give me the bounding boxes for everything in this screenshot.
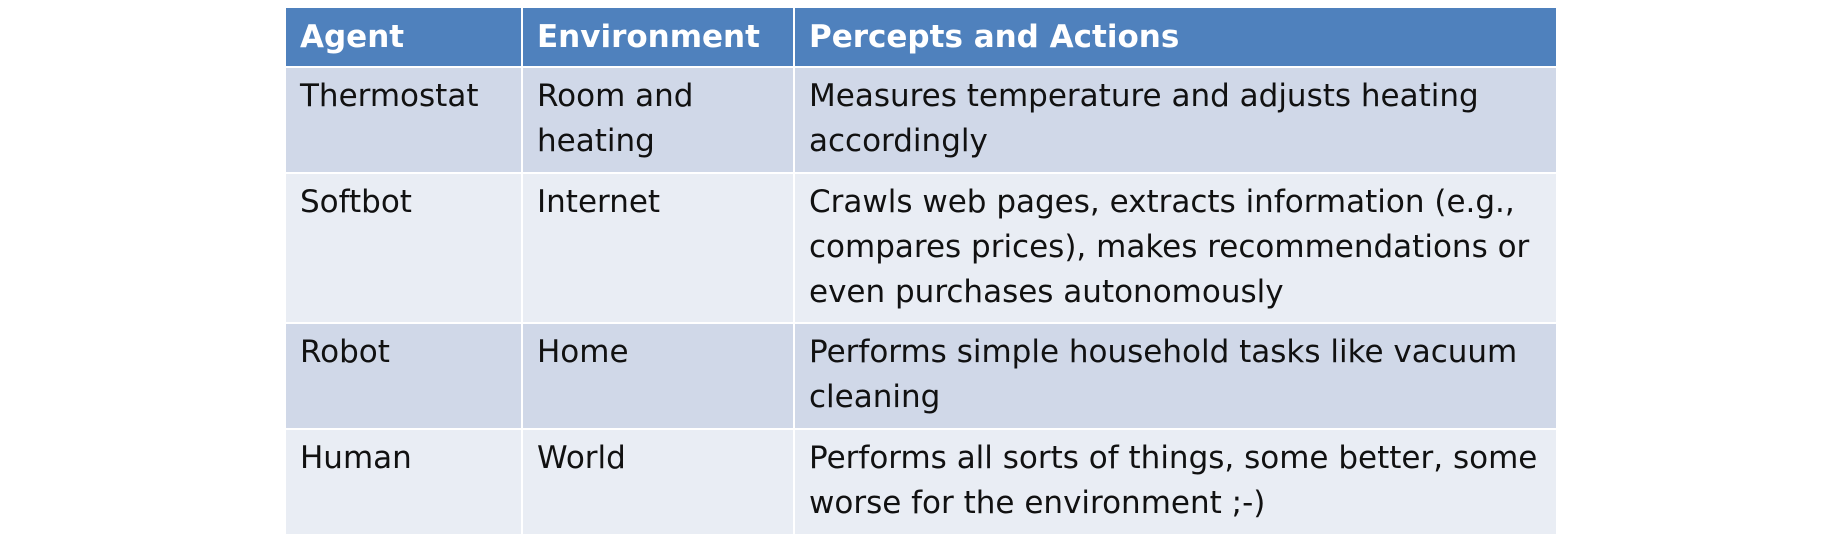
cell-percepts-and-actions: Crawls web pages, extracts information (…: [793, 172, 1558, 324]
cell-percepts-and-actions: Performs all sorts of things, some bette…: [793, 428, 1558, 536]
cell-environment: World: [521, 428, 795, 536]
cell-agent: Thermostat: [284, 66, 523, 174]
cell-agent: Human: [284, 428, 523, 536]
cell-environment: Home: [521, 322, 795, 430]
table-row: Robot Home Performs simple household tas…: [284, 322, 1558, 430]
header-environment: Environment: [521, 6, 795, 68]
agents-table: Agent Environment Percepts and Actions T…: [284, 6, 1558, 536]
table-row: Thermostat Room and heating Measures tem…: [284, 66, 1558, 174]
cell-percepts-and-actions: Measures temperature and adjusts heating…: [793, 66, 1558, 174]
table-row: Softbot Internet Crawls web pages, extra…: [284, 172, 1558, 324]
header-percepts-and-actions: Percepts and Actions: [793, 6, 1558, 68]
cell-agent: Robot: [284, 322, 523, 430]
header-agent: Agent: [284, 6, 523, 68]
cell-agent: Softbot: [284, 172, 523, 324]
table-row: Human World Performs all sorts of things…: [284, 428, 1558, 536]
cell-environment: Room and heating: [521, 66, 795, 174]
table-header-row: Agent Environment Percepts and Actions: [284, 6, 1558, 68]
cell-environment: Internet: [521, 172, 795, 324]
cell-percepts-and-actions: Performs simple household tasks like vac…: [793, 322, 1558, 430]
